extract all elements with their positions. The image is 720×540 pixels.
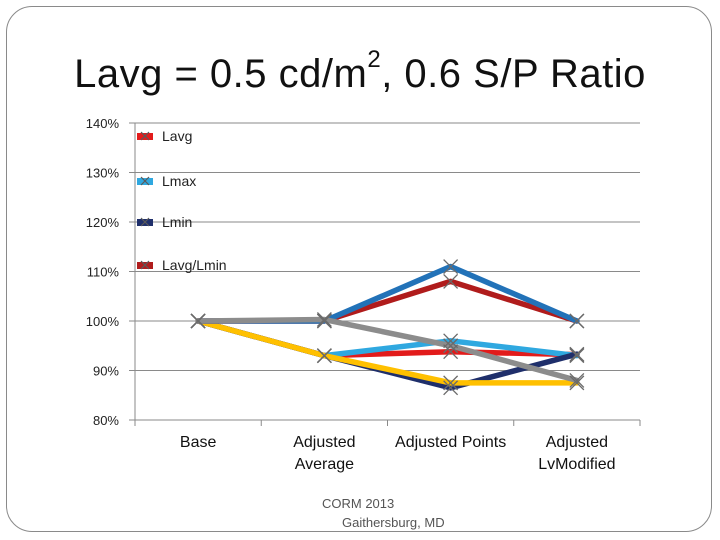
title-main: Lavg = 0.5 cd/m bbox=[74, 52, 368, 96]
legend-entry: Lmax bbox=[137, 173, 196, 189]
data-point bbox=[443, 259, 459, 275]
legend: Lavg Lmax Lmin Lavg/Lmin bbox=[137, 128, 227, 273]
slide-frame bbox=[6, 6, 712, 532]
data-point bbox=[443, 375, 459, 391]
data-point bbox=[443, 380, 459, 396]
series-line bbox=[195, 318, 580, 386]
y-tick-label: 110% bbox=[87, 265, 120, 280]
y-tick-label: 140% bbox=[86, 116, 120, 131]
x-category-label: Adjusted LvModified bbox=[538, 434, 615, 473]
legend-entry: Lmin bbox=[137, 214, 192, 230]
data-point bbox=[443, 273, 459, 289]
data-point bbox=[316, 348, 332, 364]
title-superscript: 2 bbox=[367, 46, 382, 73]
legend-label: Lmax bbox=[162, 173, 196, 189]
footer-line-1: CORM 2013 bbox=[322, 496, 395, 511]
slide-title: Lavg = 0.5 cd/m2, 0.6 S/P Ratio bbox=[0, 48, 720, 97]
legend-entry: Lavg bbox=[137, 128, 192, 144]
legend-label: Lavg/Lmin bbox=[162, 257, 227, 273]
footer: CORM 2013 Gaithersburg, MD bbox=[300, 494, 445, 532]
series-line bbox=[195, 278, 580, 324]
title-rest: , 0.6 S/P Ratio bbox=[381, 52, 646, 96]
data-point bbox=[443, 333, 459, 349]
y-tick-labels: 80% 90% 100% 110% 120% 130% 140% bbox=[86, 116, 120, 428]
data-point bbox=[316, 313, 332, 329]
x-category-label: Adjusted Average bbox=[293, 434, 355, 473]
x-category-label: Base bbox=[180, 434, 217, 451]
legend-label: Lavg bbox=[162, 128, 192, 144]
data-point bbox=[316, 312, 332, 327]
legend-entry: Lavg/Lmin bbox=[137, 257, 227, 273]
y-tick-label: 130% bbox=[86, 166, 120, 181]
footer-line-2: Gaithersburg, MD bbox=[342, 515, 445, 530]
data-point bbox=[569, 313, 585, 329]
series-lines bbox=[190, 259, 585, 396]
data-point bbox=[569, 372, 585, 388]
y-tick-label: 100% bbox=[86, 314, 120, 329]
y-tick-label: 120% bbox=[86, 215, 120, 230]
data-point bbox=[569, 346, 585, 362]
x-category-label: Adjusted Points bbox=[395, 434, 506, 451]
x-category-labels: Base Adjusted Average Adjusted Points Adjust… bbox=[180, 434, 616, 473]
y-tick-label: 80% bbox=[93, 413, 119, 428]
data-point bbox=[569, 375, 585, 391]
series-line bbox=[195, 316, 580, 384]
data-point bbox=[569, 348, 585, 364]
data-point bbox=[190, 313, 206, 329]
y-tick-label: 90% bbox=[93, 364, 119, 379]
series-line bbox=[195, 263, 580, 324]
data-point bbox=[443, 338, 459, 354]
legend-label: Lmin bbox=[162, 214, 192, 230]
axes bbox=[134, 123, 641, 426]
data-point bbox=[443, 344, 459, 360]
